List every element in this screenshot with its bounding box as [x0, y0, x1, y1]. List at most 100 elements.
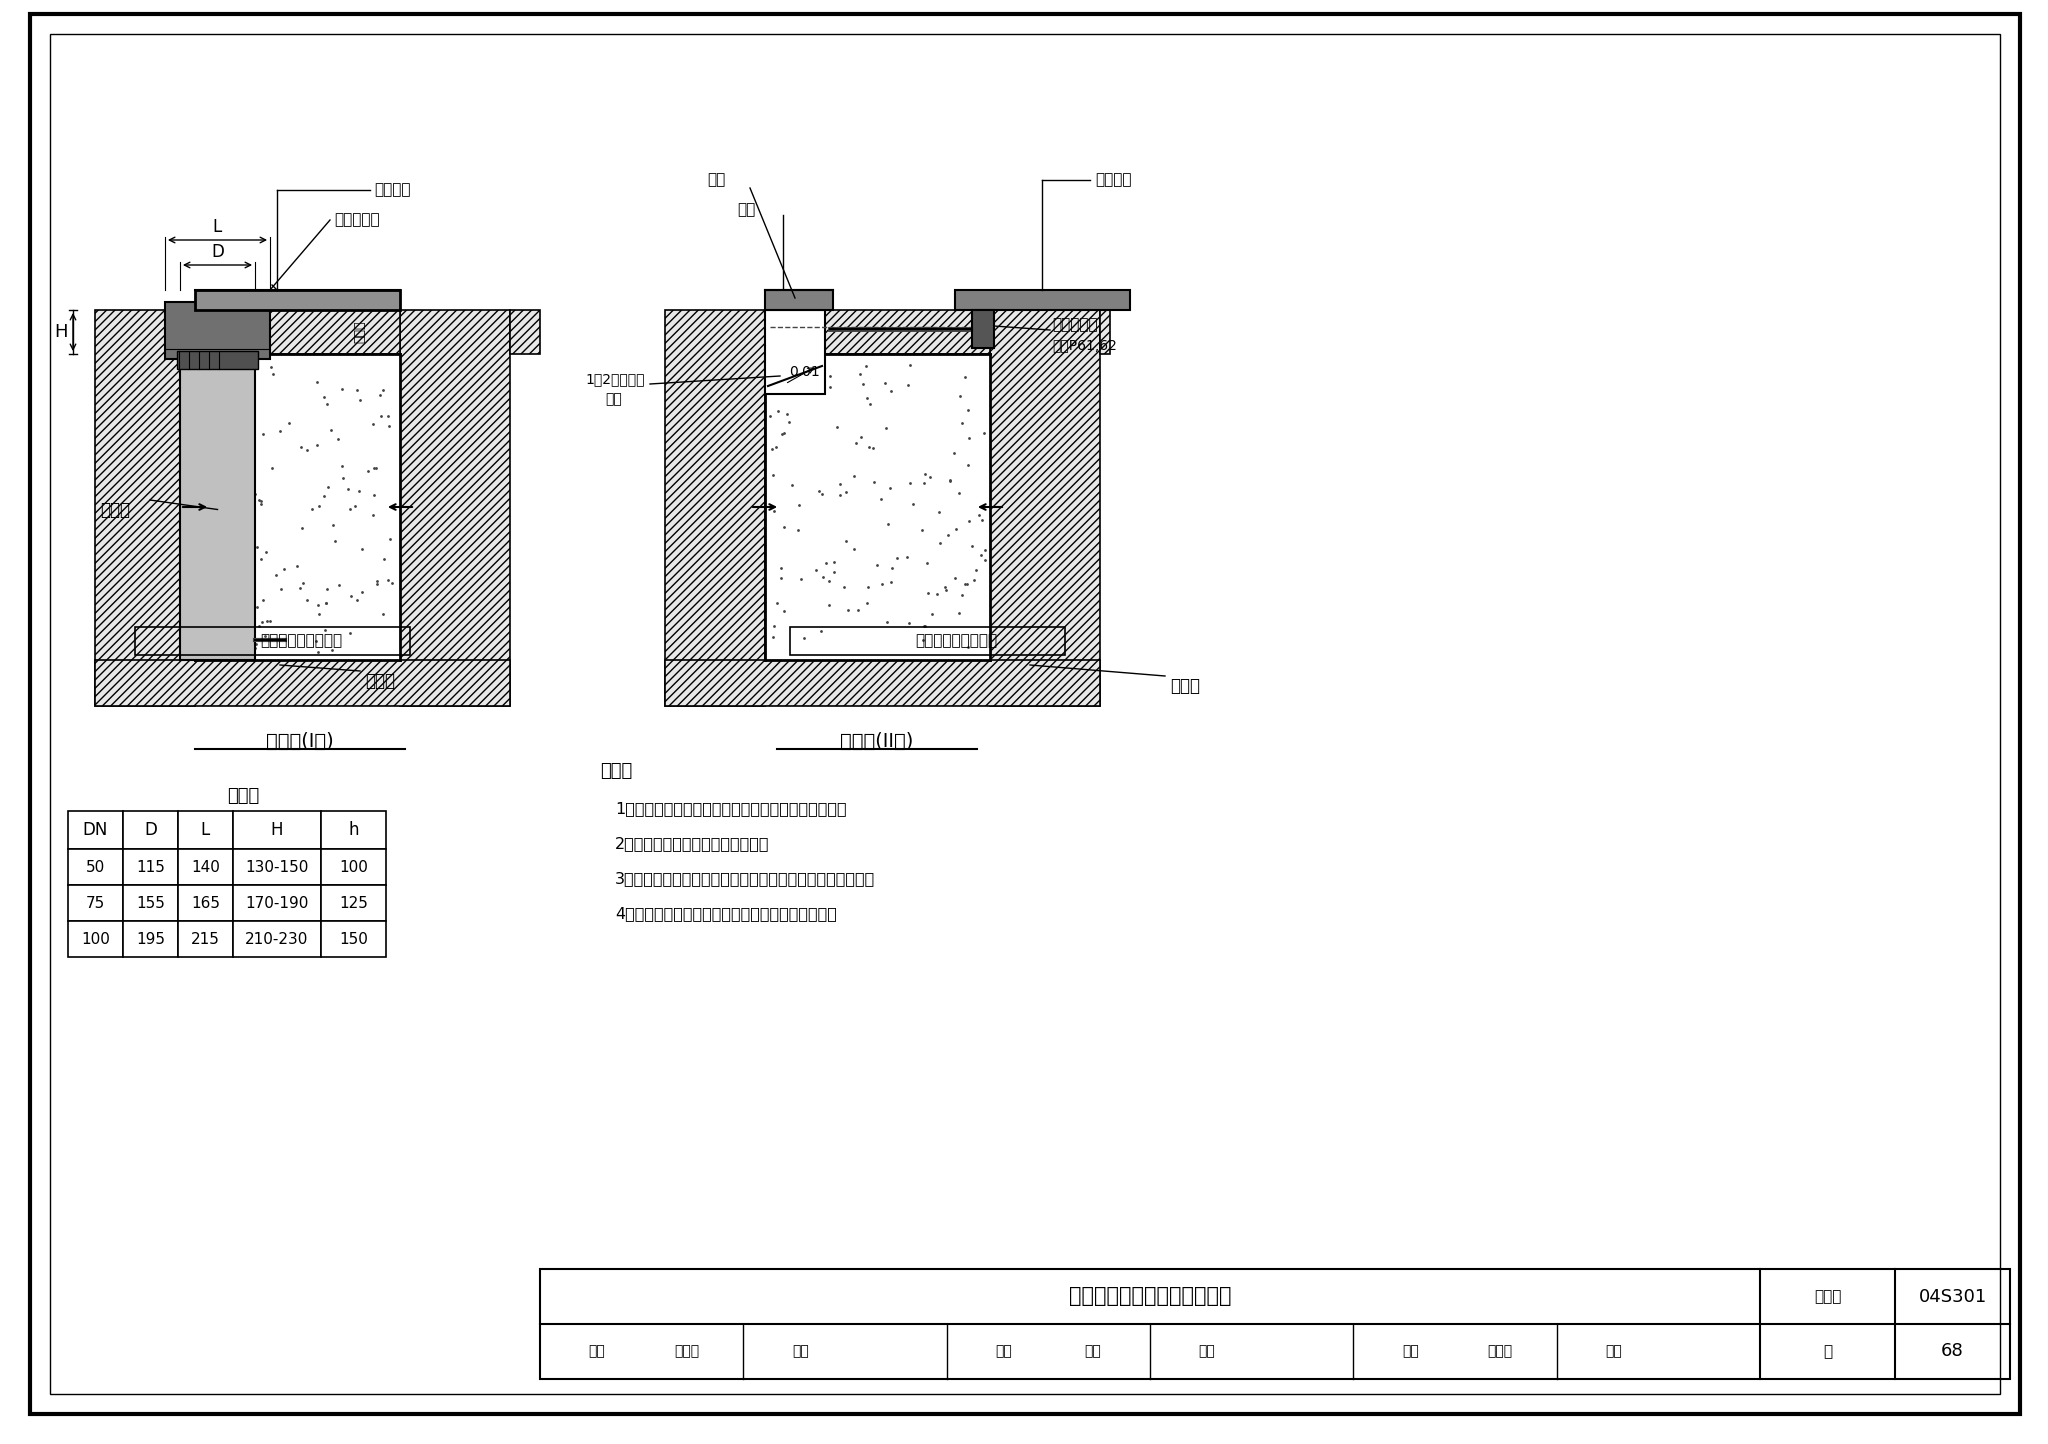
Text: 排水口(I型): 排水口(I型)	[266, 732, 334, 751]
Bar	[0, 306, 395, 806]
Text: 地沟: 地沟	[707, 172, 725, 188]
Text: 集水井: 集水井	[1169, 677, 1200, 695]
Bar	[233, 885, 322, 921]
Bar	[766, 354, 989, 660]
Text: 设计: 设计	[1403, 1344, 1419, 1359]
Bar	[178, 849, 233, 885]
Text: 钢筋混凝土或混凝土: 钢筋混凝土或混凝土	[915, 634, 997, 648]
Bar	[766, 290, 834, 310]
Bar	[180, 360, 256, 660]
Text: L: L	[201, 822, 211, 839]
Text: 绘图: 绘图	[1198, 1344, 1214, 1359]
Bar	[766, 310, 825, 394]
Text: DN: DN	[82, 822, 109, 839]
Text: 150: 150	[340, 931, 369, 946]
Bar	[510, 310, 541, 354]
Text: 描图: 描图	[793, 1344, 809, 1359]
Bar	[1100, 310, 1110, 354]
Text: 冯旭东: 冯旭东	[674, 1344, 698, 1359]
Text: 审核: 审核	[588, 1344, 606, 1359]
Text: L: L	[213, 218, 221, 235]
Text: 130-150: 130-150	[246, 859, 309, 875]
Bar	[195, 354, 399, 660]
Text: 68: 68	[1942, 1343, 1964, 1360]
Text: 铸铁管: 铸铁管	[100, 501, 129, 518]
Bar	[399, 310, 510, 706]
Bar	[135, 627, 410, 656]
Text: 找坡: 找坡	[604, 391, 623, 406]
Bar	[195, 310, 399, 354]
Bar	[322, 921, 385, 957]
Text: 140: 140	[190, 859, 219, 875]
Text: 115: 115	[135, 859, 166, 875]
Text: 尺寸表: 尺寸表	[227, 787, 260, 804]
Bar	[541, 1269, 2009, 1379]
Text: 2、地沟、集水井做法详见土建图。: 2、地沟、集水井做法详见土建图。	[614, 836, 770, 852]
Text: 侧墙式地漏: 侧墙式地漏	[1053, 318, 1098, 332]
Bar	[166, 302, 270, 360]
Bar	[989, 310, 1100, 706]
Bar	[195, 290, 399, 310]
Text: 215: 215	[190, 931, 219, 946]
Text: 钢筋混凝土或混凝土: 钢筋混凝土或混凝土	[260, 634, 342, 648]
Text: 0.01: 0.01	[791, 365, 821, 378]
Text: 50: 50	[86, 859, 104, 875]
Bar	[233, 921, 322, 957]
Bar	[123, 849, 178, 885]
Bar	[954, 290, 1130, 310]
Bar	[176, 351, 258, 370]
Text: 4、所有地漏尺寸及生产厂商参见本图集相关图纸。: 4、所有地漏尺寸及生产厂商参见本图集相关图纸。	[614, 907, 838, 921]
Bar	[666, 660, 1100, 706]
Text: 125: 125	[340, 895, 369, 911]
Text: 页: 页	[1823, 1344, 1833, 1359]
Bar	[178, 921, 233, 957]
Bar	[322, 812, 385, 849]
Bar	[123, 812, 178, 849]
Bar	[825, 310, 989, 354]
Bar	[233, 849, 322, 885]
Bar	[791, 627, 1065, 656]
Text: 3、集水井容积及潜水排污泵型号、规格、台数由设计决定。: 3、集水井容积及潜水排污泵型号、规格、台数由设计决定。	[614, 872, 874, 887]
Bar	[322, 885, 385, 921]
Text: h: h	[348, 822, 358, 839]
Bar	[666, 310, 766, 706]
Bar	[94, 310, 195, 706]
Text: 集水井: 集水井	[365, 671, 395, 690]
Text: 校对: 校对	[995, 1344, 1012, 1359]
Text: 75: 75	[86, 895, 104, 911]
Text: 100: 100	[82, 931, 111, 946]
Text: 活动盖板: 活动盖板	[375, 182, 410, 198]
Bar	[68, 812, 123, 849]
Text: H: H	[270, 822, 283, 839]
Text: 100: 100	[340, 859, 369, 875]
Text: 195: 195	[135, 931, 166, 946]
Text: D: D	[143, 822, 158, 839]
Text: 04S301: 04S301	[1919, 1288, 1987, 1305]
Text: 直埋式地漏: 直埋式地漏	[334, 212, 379, 228]
Text: 图集号: 图集号	[1815, 1289, 1841, 1304]
Text: H: H	[53, 323, 68, 341]
Text: D: D	[211, 243, 223, 261]
Bar	[68, 921, 123, 957]
Bar	[94, 660, 510, 706]
Text: 210-230: 210-230	[246, 931, 309, 946]
Bar	[233, 812, 322, 849]
Text: 1、本图适用于地下车库等不能自流排出的地面排水。: 1、本图适用于地下车库等不能自流排出的地面排水。	[614, 801, 846, 816]
Bar	[68, 885, 123, 921]
Text: 1：2水泥砂浆: 1：2水泥砂浆	[586, 373, 645, 386]
Text: 155: 155	[135, 895, 166, 911]
Bar	[973, 310, 993, 348]
Bar	[322, 849, 385, 885]
Text: 盖板: 盖板	[737, 202, 756, 218]
Text: 说明：: 说明：	[600, 762, 633, 780]
Text: 找平层: 找平层	[354, 321, 367, 344]
Bar	[123, 885, 178, 921]
Bar	[123, 921, 178, 957]
Text: 地下车库等地面排水口安装图: 地下车库等地面排水口安装图	[1069, 1287, 1231, 1307]
Bar	[178, 812, 233, 849]
Bar	[68, 849, 123, 885]
Text: 郭亚鹏: 郭亚鹏	[1487, 1344, 1511, 1359]
Text: 排水口(II型): 排水口(II型)	[840, 732, 913, 751]
Text: 170-190: 170-190	[246, 895, 309, 911]
Text: 活动盖板: 活动盖板	[1096, 172, 1130, 188]
